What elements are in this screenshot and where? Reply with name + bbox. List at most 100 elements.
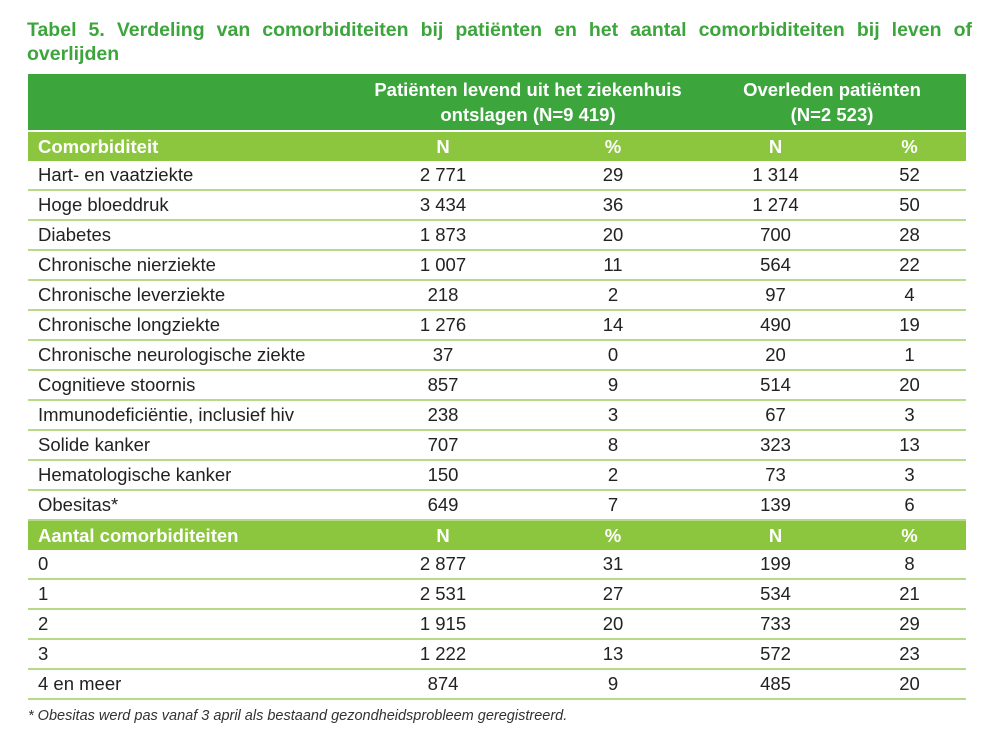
deceased-pct-cell: 50 — [853, 190, 967, 221]
deceased-pct-cell: 20 — [853, 669, 967, 700]
deceased-pct-cell: 1 — [853, 340, 967, 371]
deceased-n-cell: 1 314 — [698, 161, 853, 191]
deceased-n-cell: 73 — [698, 460, 853, 491]
deceased-pct-cell: 22 — [853, 250, 967, 281]
footnote: * Obesitas werd pas vanaf 3 april als be… — [28, 708, 568, 724]
table-row: Solide kanker 707 8 323 13 — [28, 430, 967, 461]
row-label: Chronische neurologische ziekte — [28, 340, 358, 371]
alive-n-cell: 1 222 — [358, 639, 528, 670]
row-label: 1 — [28, 579, 358, 610]
alive-n-cell: 2 771 — [358, 161, 528, 191]
alive-n-cell: 3 434 — [358, 190, 528, 221]
header-deceased-line1: Overleden patiënten — [743, 79, 921, 100]
alive-n-cell: 649 — [358, 490, 528, 521]
row-label: Chronische leverziekte — [28, 280, 358, 311]
deceased-n-header: N — [698, 519, 853, 550]
alive-n-cell: 874 — [358, 669, 528, 700]
row-label: Hart- en vaatziekte — [28, 161, 358, 191]
deceased-pct-header: % — [853, 130, 967, 161]
deceased-n-cell: 67 — [698, 400, 853, 431]
alive-n-cell: 857 — [358, 370, 528, 401]
deceased-n-cell: 564 — [698, 250, 853, 281]
alive-pct-cell: 20 — [528, 220, 698, 251]
alive-pct-cell: 20 — [528, 609, 698, 640]
header-deceased-line2: (N=2 523) — [790, 104, 874, 125]
header-alive: Patiënten levend uit het ziekenhuis onts… — [358, 74, 698, 131]
deceased-n-cell: 97 — [698, 280, 853, 311]
alive-pct-cell: 0 — [528, 340, 698, 371]
row-label: 0 — [28, 550, 358, 580]
section-header-row: Aantal comorbiditeiten N% N% — [28, 519, 967, 550]
header-alive-line1: Patiënten levend uit het ziekenhuis — [374, 79, 682, 100]
row-label: Diabetes — [28, 220, 358, 251]
table-row: Chronische neurologische ziekte 37 0 20 1 — [28, 340, 967, 371]
alive-pct-cell: 11 — [528, 250, 698, 281]
alive-n-cell: 2 877 — [358, 550, 528, 580]
deceased-pct-cell: 4 — [853, 280, 967, 311]
alive-pct-cell: 31 — [528, 550, 698, 580]
deceased-n-cell: 323 — [698, 430, 853, 461]
alive-pct-cell: 3 — [528, 400, 698, 431]
table-row: Hoge bloeddruk 3 434 36 1 274 50 — [28, 190, 967, 221]
table-row: Obesitas* 649 7 139 6 — [28, 490, 967, 521]
row-label: Solide kanker — [28, 430, 358, 461]
alive-n-cell: 1 915 — [358, 609, 528, 640]
alive-n-cell: 1 276 — [358, 310, 528, 341]
alive-pct-cell: 9 — [528, 669, 698, 700]
alive-n-cell: 2 531 — [358, 579, 528, 610]
alive-pct-cell: 27 — [528, 579, 698, 610]
alive-n-header: N — [358, 130, 528, 161]
deceased-pct-cell: 23 — [853, 639, 967, 670]
row-label: Hematologische kanker — [28, 460, 358, 491]
alive-pct-cell: 2 — [528, 280, 698, 311]
deceased-pct-cell: 28 — [853, 220, 967, 251]
alive-pct-cell: 14 — [528, 310, 698, 341]
alive-n-cell: 1 007 — [358, 250, 528, 281]
alive-pct-header: % — [528, 519, 698, 550]
row-label: 3 — [28, 639, 358, 670]
comorbidity-table: Patiënten levend uit het ziekenhuis onts… — [28, 74, 967, 700]
deceased-pct-cell: 3 — [853, 460, 967, 491]
alive-pct-cell: 7 — [528, 490, 698, 521]
alive-n-header: N — [358, 519, 528, 550]
deceased-pct-cell: 8 — [853, 550, 967, 580]
table-row: Cognitieve stoornis 857 9 514 20 — [28, 370, 967, 401]
alive-n-cell: 37 — [358, 340, 528, 371]
row-label: Chronische longziekte — [28, 310, 358, 341]
table-row: Chronische nierziekte 1 007 11 564 22 — [28, 250, 967, 281]
row-label: Immunodeficiëntie, inclusief hiv — [28, 400, 358, 431]
row-label: Cognitieve stoornis — [28, 370, 358, 401]
row-label: 4 en meer — [28, 669, 358, 700]
table-row: Chronische longziekte 1 276 14 490 19 — [28, 310, 967, 341]
section-header-row: Comorbiditeit N% N% — [28, 130, 967, 161]
section-label: Aantal comorbiditeiten — [28, 519, 358, 550]
deceased-pct-cell: 52 — [853, 161, 967, 191]
deceased-pct-cell: 21 — [853, 579, 967, 610]
alive-pct-cell: 36 — [528, 190, 698, 221]
deceased-n-cell: 514 — [698, 370, 853, 401]
alive-n-cell: 150 — [358, 460, 528, 491]
deceased-pct-header: % — [853, 519, 967, 550]
table-row: Hematologische kanker 150 2 73 3 — [28, 460, 967, 491]
row-label: Chronische nierziekte — [28, 250, 358, 281]
alive-n-cell: 1 873 — [358, 220, 528, 251]
section-label: Comorbiditeit — [28, 130, 358, 161]
alive-n-cell: 218 — [358, 280, 528, 311]
deceased-n-cell: 700 — [698, 220, 853, 251]
header-alive-line2: ontslagen (N=9 419) — [440, 104, 616, 125]
deceased-n-header: N — [698, 130, 853, 161]
deceased-pct-cell: 20 — [853, 370, 967, 401]
deceased-n-cell: 534 — [698, 579, 853, 610]
deceased-n-cell: 20 — [698, 340, 853, 371]
alive-pct-cell: 8 — [528, 430, 698, 461]
alive-pct-header: % — [528, 130, 698, 161]
deceased-n-cell: 1 274 — [698, 190, 853, 221]
alive-pct-cell: 2 — [528, 460, 698, 491]
table-row: Immunodeficiëntie, inclusief hiv 238 3 67 3 — [28, 400, 967, 431]
deceased-pct-cell: 19 — [853, 310, 967, 341]
deceased-pct-cell: 3 — [853, 400, 967, 431]
